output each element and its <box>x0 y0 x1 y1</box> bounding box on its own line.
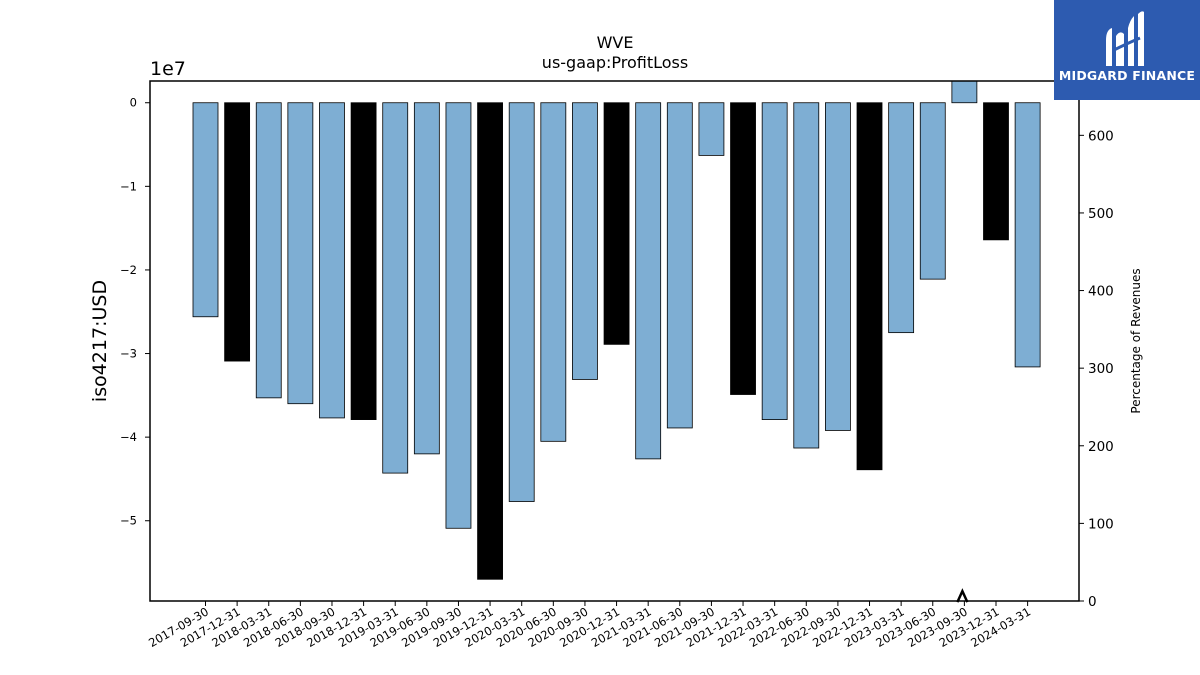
y2-tick-label: 500 <box>1088 206 1114 222</box>
y2-tick-label: 0 <box>1088 594 1097 610</box>
bar-2018-12-31 <box>350 102 377 420</box>
y-axis-label: iso4217:USD <box>89 280 111 402</box>
bar-2018-03-31 <box>255 102 282 399</box>
y-exponent-label: 1e7 <box>150 58 186 80</box>
y2-tick-label: 600 <box>1088 128 1114 144</box>
bar-2021-06-30 <box>666 102 693 429</box>
chart-title: WVE <box>597 33 634 52</box>
bar-2020-03-31 <box>508 102 535 502</box>
bar-2024-03-31 <box>1014 102 1041 368</box>
bar-2021-09-30 <box>698 102 725 156</box>
y2-axis-label: Percentage of Revenues <box>1129 268 1143 413</box>
bar-2022-12-31 <box>856 102 883 471</box>
bar-2023-12-31 <box>983 102 1009 241</box>
y-tick-label: −3 <box>120 347 137 361</box>
bar-2019-09-30 <box>445 102 472 529</box>
logo-mark-icon <box>1106 11 1144 67</box>
bar-2018-09-30 <box>319 102 345 419</box>
bar-2023-09-30 <box>951 80 978 104</box>
bar-2022-06-30 <box>793 102 820 449</box>
y2-tick-label: 200 <box>1088 439 1114 455</box>
y2-tick-label: 100 <box>1088 516 1114 532</box>
bar-2023-03-31 <box>888 102 915 334</box>
y-tick-label: −1 <box>120 179 137 193</box>
y-tick-label: −2 <box>120 263 137 277</box>
logo-text: MIDGARD FINANCE <box>1058 68 1196 83</box>
bar-2022-09-30 <box>825 102 851 431</box>
midgard-finance-logo: MIDGARD FINANCE <box>1054 0 1200 100</box>
bar-2020-09-30 <box>572 102 598 380</box>
bar-2020-12-31 <box>603 102 630 345</box>
bar-2021-12-31 <box>730 102 756 395</box>
y2-axis-ticks: 0 100 200 300 400 500 600 <box>1079 128 1114 610</box>
bar-2021-03-31 <box>635 102 662 460</box>
bar-2017-12-31 <box>224 102 251 362</box>
bar-2018-06-30 <box>287 102 314 405</box>
bar-2017-09-30 <box>192 102 219 318</box>
y-axis-ticks: 0 −1 −2 −3 −4 −5 <box>120 96 150 528</box>
bar-2020-06-30 <box>540 102 567 442</box>
y-tick-label: 0 <box>130 96 137 110</box>
bars-group <box>192 80 1041 580</box>
bar-2019-03-31 <box>382 102 409 474</box>
y2-tick-label: 400 <box>1088 284 1114 300</box>
bar-2022-03-31 <box>761 102 788 420</box>
chart-subtitle: us-gaap:ProfitLoss <box>542 53 688 72</box>
x-axis-ticks: 2017-09-302017-12-312018-03-312018-06-30… <box>146 601 1033 650</box>
bar-2023-06-30 <box>919 102 946 280</box>
marker-caret <box>956 588 969 603</box>
bar-2019-06-30 <box>413 102 440 455</box>
y-tick-label: −4 <box>120 430 137 444</box>
bar-2019-12-31 <box>477 102 503 580</box>
y-tick-label: −5 <box>120 514 137 528</box>
plot-frame <box>149 80 1080 602</box>
y2-tick-label: 300 <box>1088 361 1114 377</box>
